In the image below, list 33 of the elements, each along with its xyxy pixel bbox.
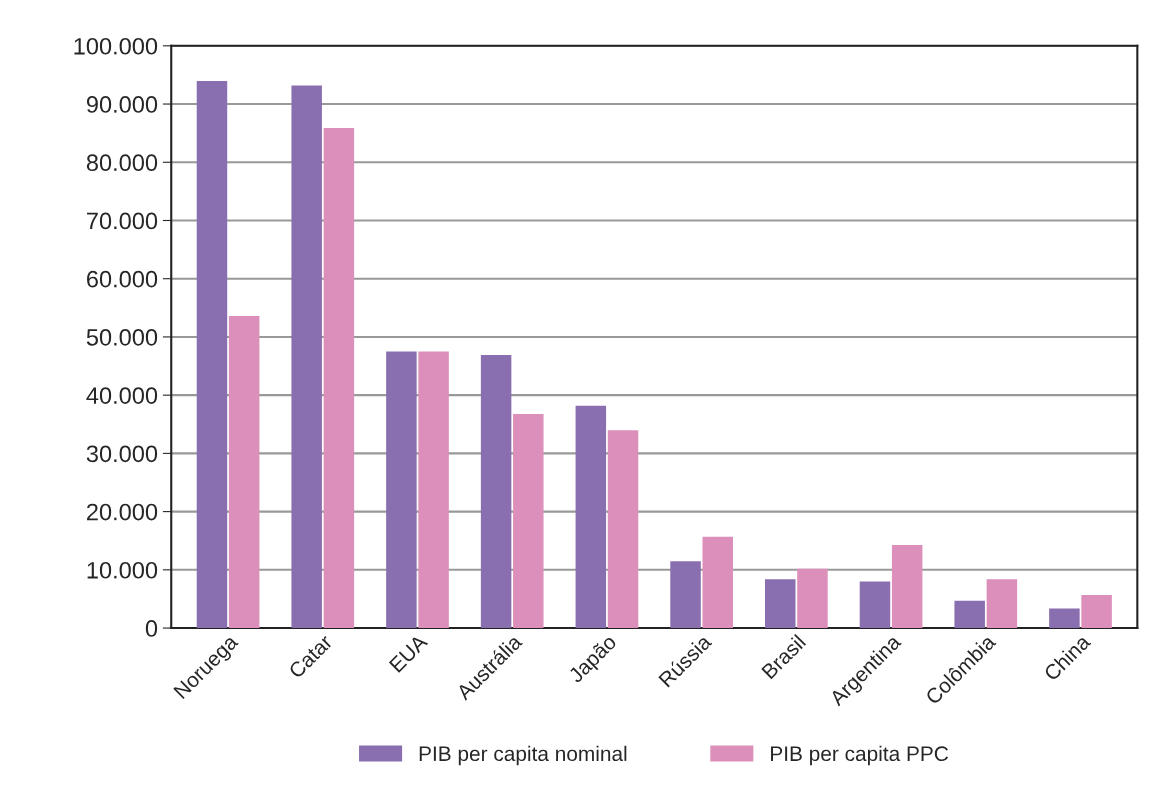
bar (607, 430, 639, 629)
y-tick-label: 80.000 (86, 154, 158, 172)
bar (418, 351, 449, 629)
bar (797, 568, 828, 629)
y-tick-label: 30.000 (86, 445, 158, 463)
y-tick-label: 50.000 (86, 329, 158, 346)
y-tick-label: 20.000 (87, 503, 158, 521)
bar (1081, 594, 1112, 629)
bar (765, 579, 796, 629)
bar (228, 316, 260, 629)
y-tick-label: 0 (145, 620, 158, 637)
bar (859, 581, 891, 629)
legend-label: PIB per capita nominal (419, 745, 627, 766)
bar (702, 536, 733, 629)
bar (575, 405, 607, 629)
bar (386, 351, 417, 629)
bar (891, 544, 923, 629)
y-tick-label: 90.000 (86, 96, 158, 113)
bar (291, 85, 322, 629)
y-tick-label: 100.000 (74, 37, 158, 55)
bar (1049, 608, 1080, 629)
y-tick-label: 60.000 (87, 270, 158, 288)
bar (513, 413, 544, 629)
bar (196, 80, 228, 629)
bar (986, 579, 1018, 629)
bar (480, 355, 512, 629)
y-tick-label: 10.000 (87, 561, 158, 579)
y-tick-label: 40.000 (86, 387, 158, 404)
bar (954, 600, 985, 629)
y-tick-label: 70.000 (87, 212, 158, 230)
bar (670, 561, 701, 629)
bar (323, 128, 355, 629)
legend-label: PIB per capita PPC (771, 745, 949, 766)
